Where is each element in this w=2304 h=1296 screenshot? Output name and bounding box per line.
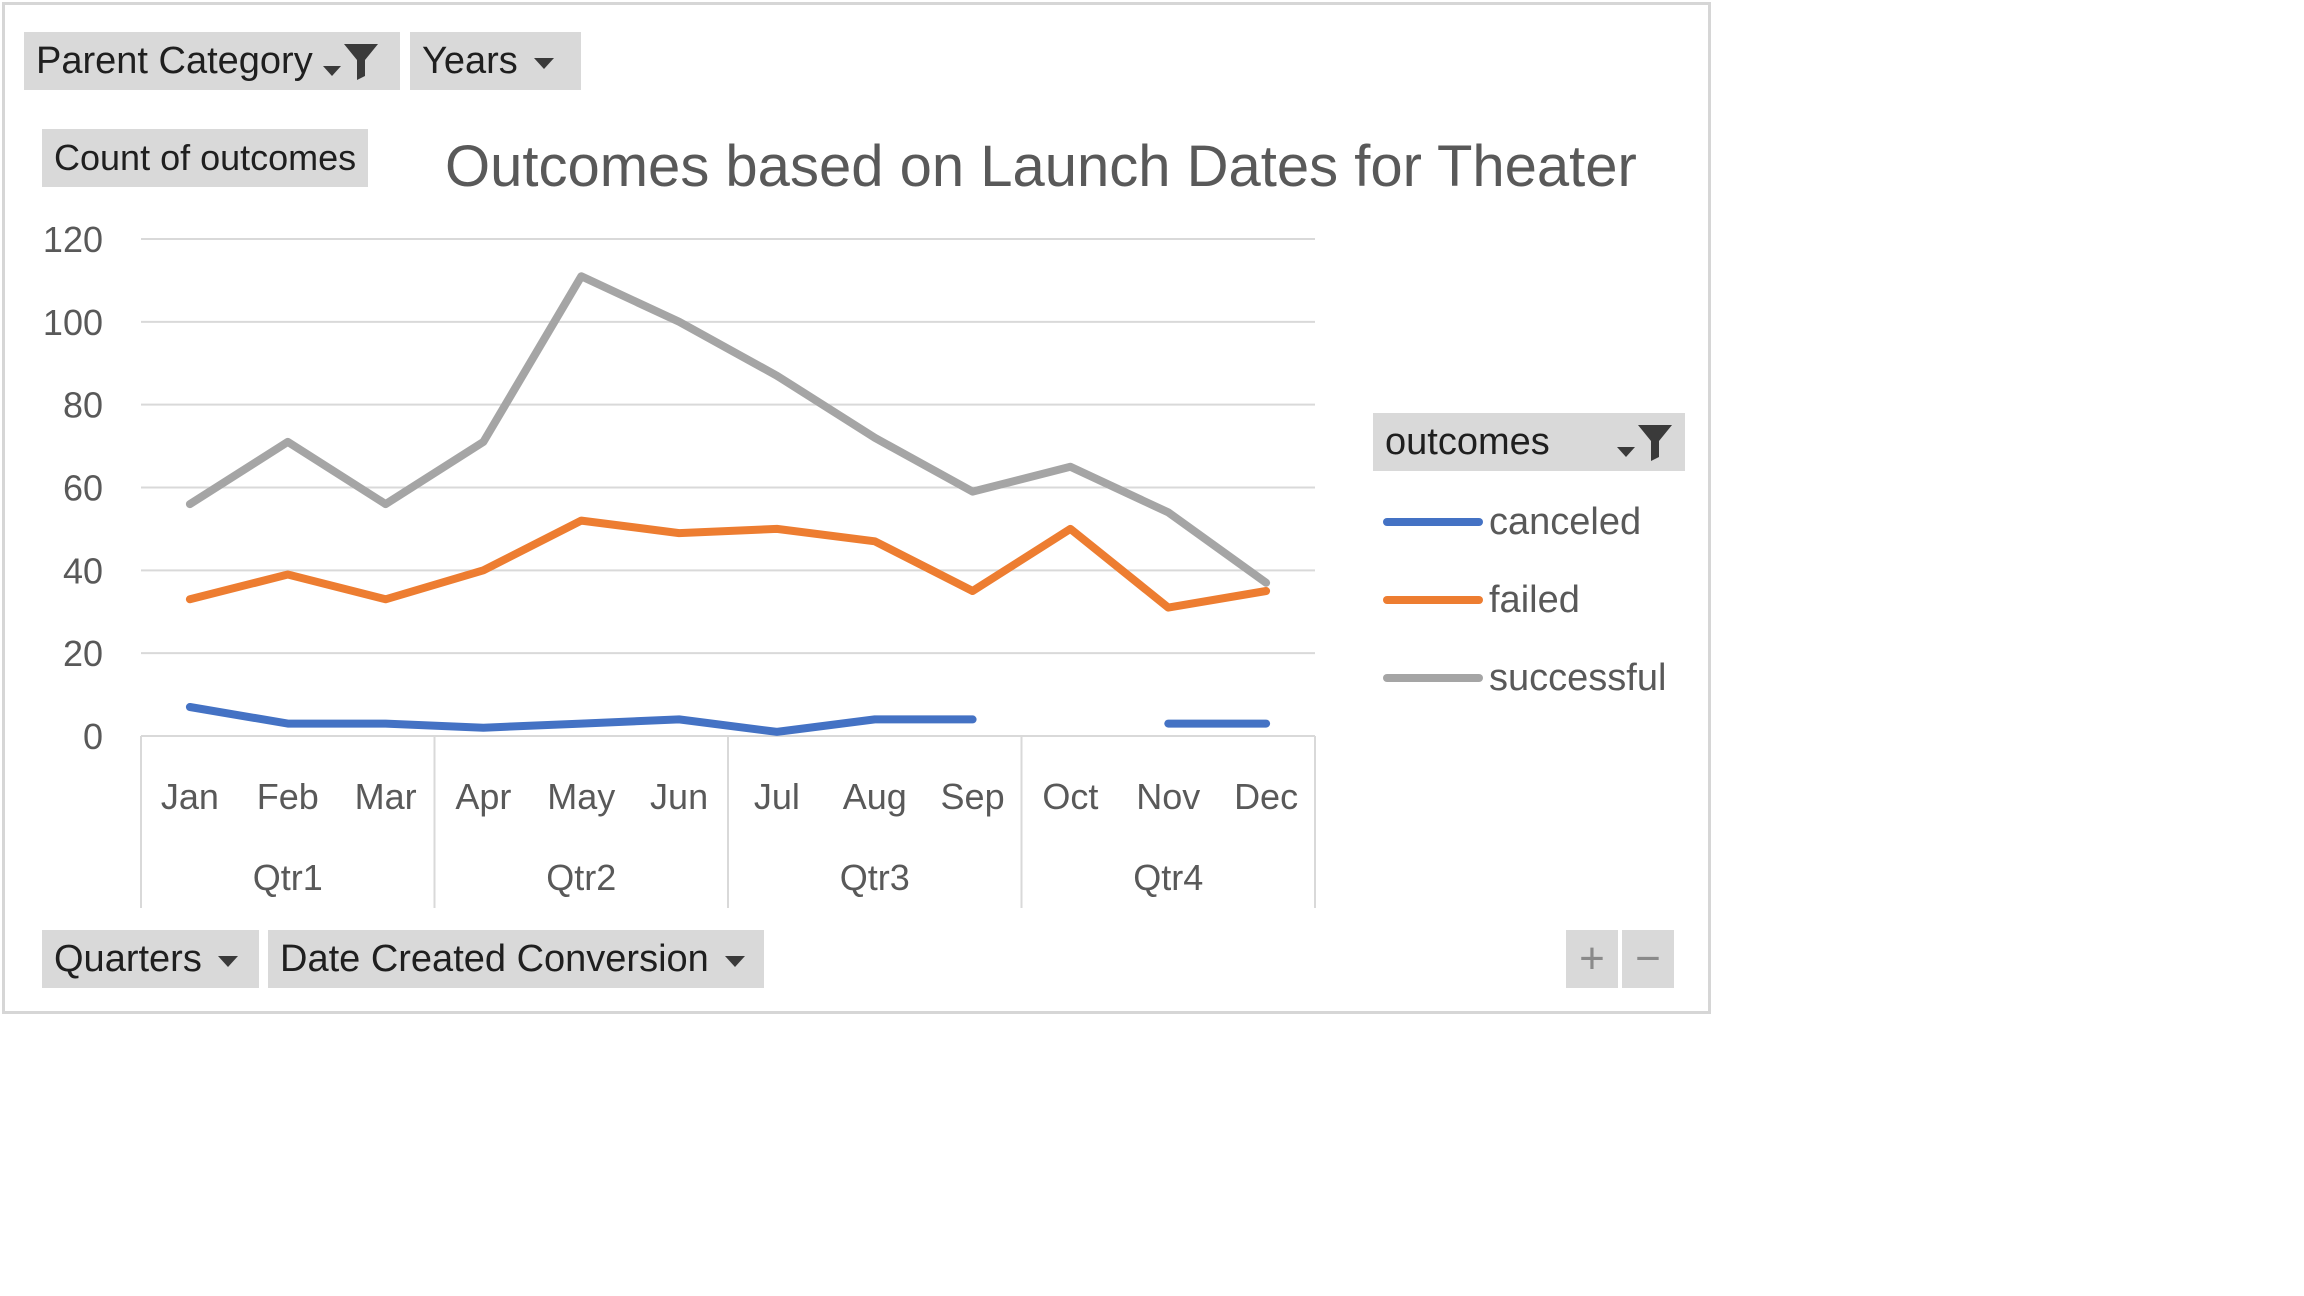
y-tick-label: 80 xyxy=(63,385,103,426)
pivot-chart-frame: Parent Category Years Count of outcomes … xyxy=(2,2,1711,1014)
filter-funnel-icon xyxy=(322,42,379,80)
quarter-label: Qtr2 xyxy=(546,857,616,898)
x-tick-label: Jul xyxy=(754,776,800,817)
quarter-label: Qtr1 xyxy=(253,857,323,898)
legend: outcomes canceled failed successful xyxy=(1373,413,1685,717)
series-line-canceled xyxy=(185,703,977,736)
legend-title: outcomes xyxy=(1385,421,1550,463)
quarters-label: Quarters xyxy=(54,938,202,980)
y-tick-label: 100 xyxy=(43,302,103,343)
dropdown-arrow-icon xyxy=(533,57,554,69)
line-chart-plot: 0 20 40 60 80 100 120 Qtr1 Qtr2 Qtr3 Qtr4 Jan Feb Mar… xyxy=(43,219,1316,908)
x-tick-label: May xyxy=(547,776,615,817)
chart-title: Outcomes based on Launch Dates for Theat… xyxy=(445,134,1637,199)
legend-swatch-failed xyxy=(1383,596,1483,604)
expand-plus-button[interactable]: + xyxy=(1566,930,1618,988)
series-line-successful xyxy=(185,272,1271,587)
x-tick-label: Jun xyxy=(650,776,708,817)
years-label: Years xyxy=(422,40,518,82)
count-of-outcomes-field[interactable]: Count of outcomes xyxy=(42,129,369,187)
parent-category-label: Parent Category xyxy=(36,40,313,82)
x-tick-label: Aug xyxy=(843,776,907,817)
quarter-label: Qtr4 xyxy=(1133,857,1203,898)
parent-category-filter-button[interactable]: Parent Category xyxy=(24,32,400,90)
outcomes-filter-button[interactable]: outcomes xyxy=(1373,413,1685,471)
y-tick-label: 120 xyxy=(43,219,103,260)
collapse-minus-button[interactable]: − xyxy=(1622,930,1674,988)
y-tick-label: 0 xyxy=(83,716,103,757)
legend-swatch-successful xyxy=(1383,674,1483,682)
x-tick-label: Oct xyxy=(1042,776,1098,817)
dropdown-arrow-icon xyxy=(724,955,745,967)
x-tick-label: Nov xyxy=(1136,776,1200,817)
date-created-conversion-field-button[interactable]: Date Created Conversion xyxy=(268,930,764,988)
legend-label-successful: successful xyxy=(1489,656,1667,699)
legend-label-failed: failed xyxy=(1489,578,1580,621)
series-line-failed xyxy=(185,516,1271,612)
legend-item-failed: failed xyxy=(1373,561,1685,639)
legend-label-canceled: canceled xyxy=(1489,500,1642,543)
legend-item-canceled: canceled xyxy=(1373,483,1685,561)
dropdown-arrow-icon xyxy=(217,955,238,967)
y-tick-label: 40 xyxy=(63,550,103,591)
x-tick-label: Sep xyxy=(941,776,1005,817)
y-tick-label: 60 xyxy=(63,468,103,509)
quarters-field-button[interactable]: Quarters xyxy=(42,930,259,988)
date-created-conversion-label: Date Created Conversion xyxy=(280,938,709,980)
legend-item-successful: successful xyxy=(1373,639,1685,717)
quarter-label: Qtr3 xyxy=(840,857,910,898)
x-tick-label: Feb xyxy=(257,776,319,817)
y-tick-label: 20 xyxy=(63,633,103,674)
x-tick-label: Jan xyxy=(161,776,219,817)
x-tick-label: Apr xyxy=(455,776,511,817)
x-tick-label: Mar xyxy=(355,776,417,817)
x-tick-label: Dec xyxy=(1234,776,1298,817)
years-filter-button[interactable]: Years xyxy=(410,32,581,90)
legend-swatch-canceled xyxy=(1383,518,1483,526)
filter-funnel-icon xyxy=(1617,423,1673,461)
zoom-controls: + − xyxy=(1566,930,1674,988)
